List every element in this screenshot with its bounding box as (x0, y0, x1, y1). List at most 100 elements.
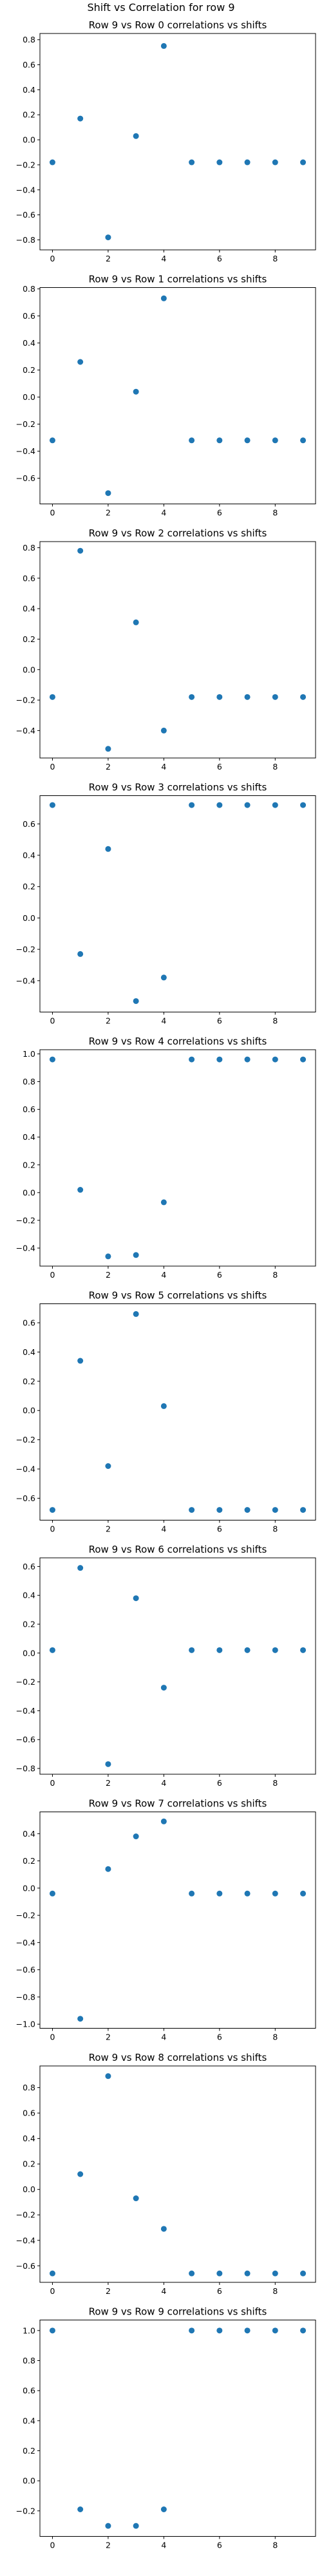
y-tick-label: −0.6 (16, 1735, 35, 1745)
data-point (49, 437, 55, 444)
data-point (49, 2327, 55, 2334)
y-tick-label: −0.2 (16, 1677, 35, 1687)
subplot-1: Row 9 vs Row 1 correlations vs shifts −0.… (16, 274, 316, 518)
data-point (77, 2506, 84, 2512)
data-point (216, 802, 223, 808)
data-point (216, 159, 223, 166)
x-tick-label: 0 (50, 1016, 55, 1026)
y-tick-label: −0.2 (16, 2210, 35, 2220)
data-point (272, 159, 278, 166)
plot-area (39, 1049, 316, 1267)
data-point (244, 1056, 251, 1063)
y-tick-label: 0.0 (23, 135, 35, 145)
subplot-5: Row 9 vs Row 5 correlations vs shifts −0.… (16, 1290, 316, 1534)
data-point (216, 1890, 223, 1897)
y-tick-label: −0.8 (16, 1992, 35, 2002)
subplot-title: Row 9 vs Row 5 correlations vs shifts (89, 1290, 267, 1302)
data-point (49, 1507, 55, 1513)
x-tick-label: 4 (161, 254, 166, 263)
subplot-title: Row 9 vs Row 1 correlations vs shifts (89, 274, 267, 285)
y-tick-label: 0.2 (23, 634, 35, 644)
data-point (272, 1890, 278, 1897)
data-point (300, 159, 307, 166)
x-tick-label: 0 (50, 1270, 55, 1280)
data-point (160, 1818, 167, 1824)
data-point (216, 694, 223, 700)
subplot-0: Row 9 vs Row 0 correlations vs shifts −0.… (16, 19, 316, 263)
data-point (244, 1647, 251, 1653)
data-point (244, 1890, 251, 1897)
figure-title: Shift vs Correlation for row 9 (87, 1, 234, 14)
data-point (105, 490, 111, 497)
x-tick-label: 0 (50, 2286, 55, 2296)
x-tick-label: 8 (272, 1778, 278, 1788)
subplot-title: Row 9 vs Row 8 correlations vs shifts (89, 2052, 267, 2063)
y-tick-label: −0.4 (16, 185, 35, 194)
data-point (300, 694, 307, 700)
x-tick-label: 6 (217, 1778, 222, 1788)
y-tick-label: 0.4 (23, 338, 35, 348)
data-point (133, 1595, 139, 1602)
data-point (105, 746, 111, 752)
y-tick-label: 0.2 (23, 2159, 35, 2169)
data-point (160, 2226, 167, 2232)
data-point (77, 359, 84, 365)
y-tick-label: −1.0 (16, 2020, 35, 2029)
data-point (105, 1866, 111, 1872)
data-point (105, 846, 111, 852)
data-point (105, 1463, 111, 1469)
x-tick-label: 8 (272, 2541, 278, 2550)
data-point (133, 133, 139, 139)
data-point (300, 2270, 307, 2277)
y-tick-label: −0.4 (16, 976, 35, 985)
y-tick-label: 0.4 (23, 85, 35, 95)
data-point (77, 951, 84, 957)
x-tick-label: 4 (161, 508, 166, 518)
subplot-4: Row 9 vs Row 4 correlations vs shifts −0.… (16, 1036, 316, 1280)
y-tick-label: −0.6 (16, 1965, 35, 1975)
subplot-3: Row 9 vs Row 3 correlations vs shifts −0.… (16, 782, 316, 1026)
x-tick-label: 2 (106, 2541, 111, 2550)
y-tick-label: 0.6 (23, 573, 35, 583)
y-tick-label: 0.6 (23, 60, 35, 70)
subplot-6: Row 9 vs Row 6 correlations vs shifts −0.… (16, 1544, 316, 1788)
data-point (160, 1685, 167, 1691)
x-tick-label: 8 (272, 1016, 278, 1026)
subplot-9: Row 9 vs Row 9 correlations vs shifts −0.… (16, 2306, 316, 2550)
y-tick-label: 0.6 (23, 1318, 35, 1328)
y-tick-label: 0.2 (23, 1856, 35, 1866)
data-point (300, 1647, 307, 1653)
data-point (244, 802, 251, 808)
y-tick-label: −0.2 (16, 419, 35, 429)
x-tick-label: 8 (272, 2032, 278, 2042)
data-point (272, 802, 278, 808)
plot-area (39, 2320, 316, 2537)
x-tick-label: 0 (50, 2032, 55, 2042)
data-point (189, 694, 195, 700)
x-tick-label: 6 (217, 2032, 222, 2042)
y-tick-label: −0.2 (16, 1911, 35, 1920)
subplot-title: Row 9 vs Row 0 correlations vs shifts (89, 19, 267, 31)
x-tick-label: 0 (50, 2541, 55, 2550)
y-tick-label: 0.2 (23, 2446, 35, 2456)
data-point (49, 1056, 55, 1063)
data-point (160, 43, 167, 49)
y-tick-label: 0.8 (23, 543, 35, 553)
y-tick-label: 0.6 (23, 2108, 35, 2118)
data-point (244, 159, 251, 166)
subplot-title: Row 9 vs Row 3 correlations vs shifts (89, 782, 267, 793)
data-point (216, 1647, 223, 1653)
y-tick-label: −0.4 (16, 1244, 35, 1253)
data-point (244, 437, 251, 444)
x-tick-label: 4 (161, 1270, 166, 1280)
data-point (133, 388, 139, 395)
y-tick-label: 0.6 (23, 1104, 35, 1114)
x-tick-label: 6 (217, 2541, 222, 2550)
data-point (189, 1647, 195, 1653)
data-point (189, 802, 195, 808)
y-tick-label: 0.0 (23, 1883, 35, 1893)
x-tick-label: 6 (217, 1270, 222, 1280)
x-tick-label: 2 (106, 1524, 111, 1534)
y-tick-label: 0.4 (23, 1829, 35, 1839)
